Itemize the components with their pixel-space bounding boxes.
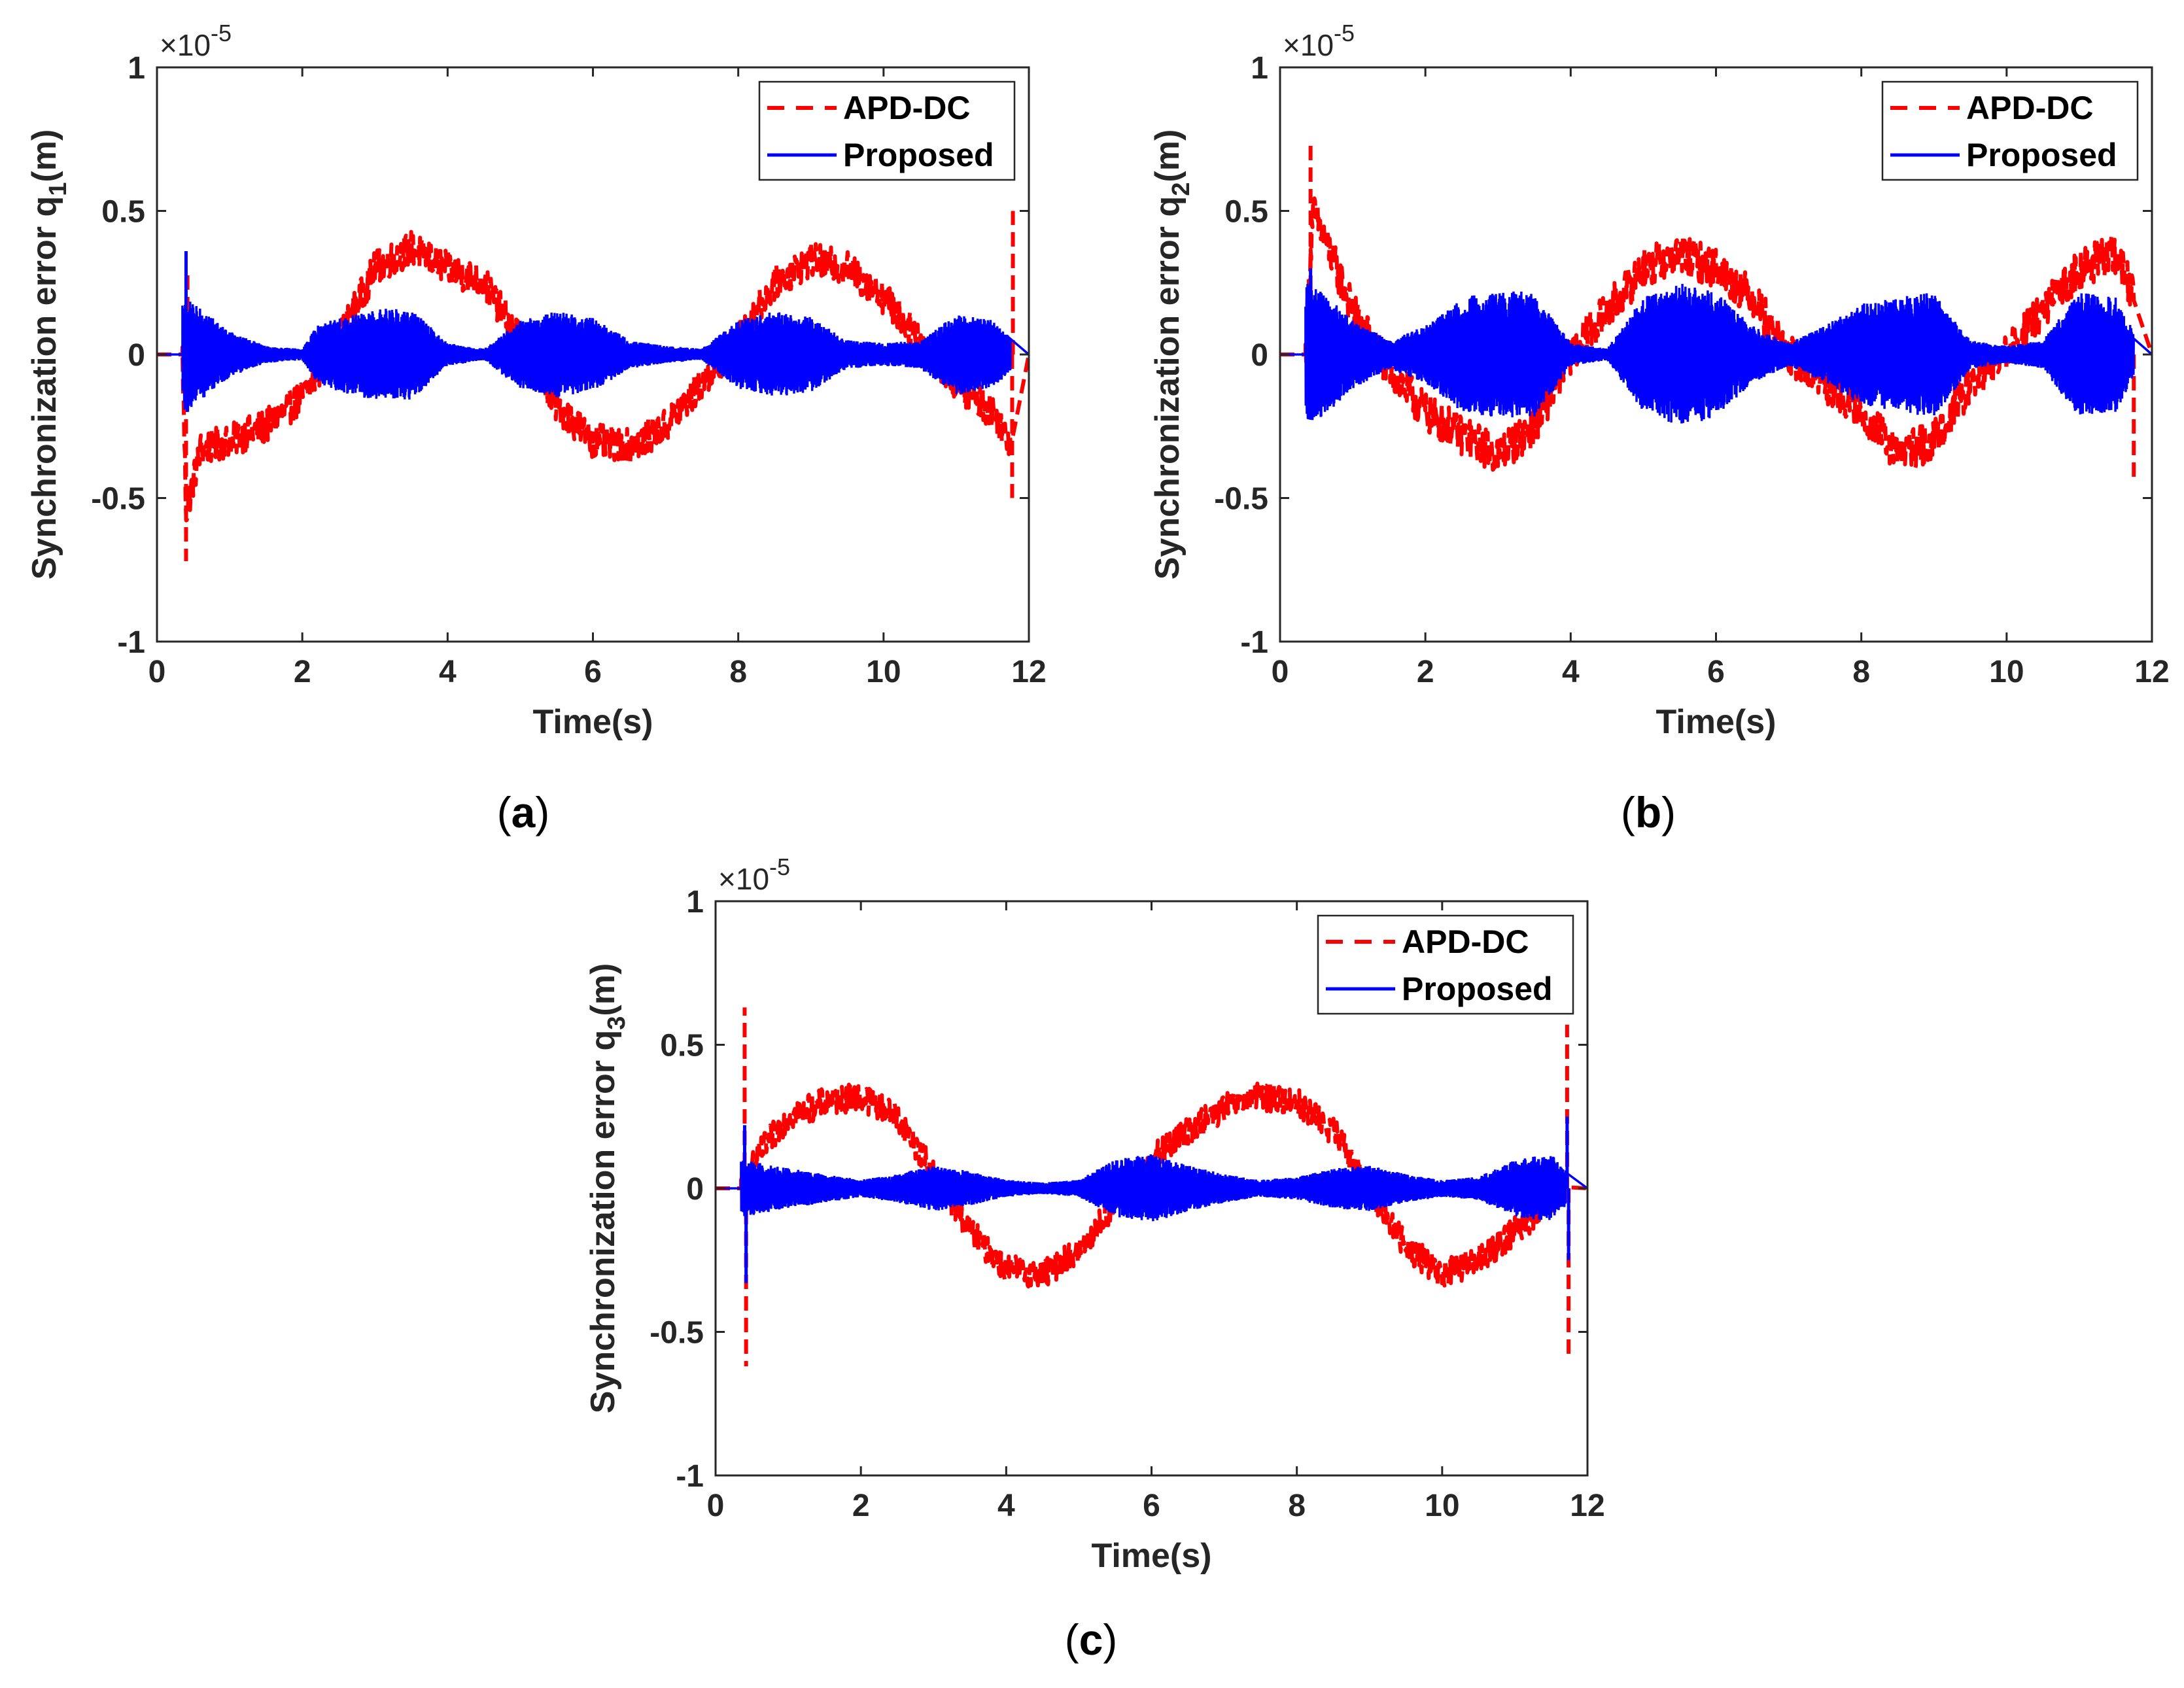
legend-label: APD-DC (1966, 90, 2093, 126)
caption-a-letter: a (511, 788, 536, 836)
y-exponent-label: ×10-5 (160, 20, 232, 62)
x-tick-label: 12 (2134, 655, 2169, 689)
legend-label: APD-DC (1402, 923, 1529, 960)
y-axis-label: Synchronization error q2(m) (1149, 129, 1195, 580)
plot-data (157, 211, 1029, 562)
legend-label: APD-DC (843, 90, 970, 126)
x-tick-label: 0 (707, 1489, 725, 1523)
x-tick-label: 10 (1989, 655, 2024, 689)
x-axis-label: Time(s) (1656, 703, 1777, 741)
x-axis-label: Time(s) (533, 703, 653, 741)
y-axis-label: Synchronization error q3(m) (584, 963, 631, 1414)
x-tick-label: 2 (294, 655, 311, 689)
y-tick-label: 0.5 (660, 1029, 704, 1063)
y-tick-label: 0.5 (101, 195, 145, 230)
x-tick-label: 8 (1852, 655, 1870, 689)
y-tick-label: 0 (1251, 338, 1268, 373)
legend-label: Proposed (1966, 137, 2117, 173)
x-tick-label: 8 (729, 655, 747, 689)
svg-text:(b): (b) (1621, 788, 1676, 836)
x-tick-label: 0 (148, 655, 166, 689)
caption-c-letter: c (1079, 1615, 1103, 1664)
caption-b: (b) (1621, 788, 1676, 836)
y-tick-label: -0.5 (91, 482, 145, 517)
legend: APD-DC Proposed (1317, 914, 1574, 1015)
y-tick-label: 0.5 (1224, 195, 1268, 230)
x-tick-label: 8 (1288, 1489, 1306, 1523)
y-tick-label: -0.5 (1214, 482, 1268, 517)
y-tick-label: 0 (686, 1172, 704, 1207)
y-tick-label: 0 (128, 338, 145, 373)
y-tick-label: -1 (1240, 625, 1268, 660)
y-tick-label: 1 (1251, 51, 1268, 86)
y-exponent-label: ×10-5 (718, 853, 790, 896)
x-tick-label: 2 (1417, 655, 1434, 689)
svg-text:(c): (c) (1065, 1615, 1118, 1664)
x-tick-label: 4 (439, 655, 457, 689)
x-tick-label: 2 (852, 1489, 870, 1523)
legend-box (1317, 914, 1574, 1015)
y-tick-label: 1 (128, 51, 145, 86)
x-tick-label: 4 (1562, 655, 1580, 689)
y-axis-label: Synchronization error q1(m) (26, 129, 72, 580)
legend-box (758, 80, 1016, 181)
series-proposed-line (157, 301, 1029, 410)
chart-panel-b: 0 2 4 6 8 10 12 -1 -0.5 0 0.5 1 ×10-5 Time(s) Synchron… (1149, 20, 2170, 741)
x-tick-label: 6 (1707, 655, 1725, 689)
y-tick-label: -1 (676, 1459, 704, 1494)
legend: APD-DC Proposed (1881, 80, 2139, 181)
legend: APD-DC Proposed (758, 80, 1016, 181)
x-tick-label: 4 (997, 1489, 1015, 1523)
caption-b-letter: b (1635, 788, 1661, 836)
plot-data (1280, 145, 2152, 484)
caption-c: (c) (1065, 1615, 1118, 1664)
plot-data (716, 1007, 1587, 1367)
y-tick-label: -1 (117, 625, 145, 660)
x-tick-label: 10 (1425, 1489, 1459, 1523)
x-tick-label: 10 (866, 655, 901, 689)
y-tick-label: -0.5 (650, 1316, 704, 1351)
x-tick-label: 6 (1143, 1489, 1160, 1523)
chart-panel-c: 0 2 4 6 8 10 12 -1 -0.5 0 0.5 1 ×10-5 Time(s) Synchron… (584, 853, 1605, 1575)
x-tick-label: 6 (584, 655, 602, 689)
legend-box (1881, 80, 2139, 181)
chart-panel-a: 0 2 4 6 8 10 12 -1 -0.5 0 0.5 1 ×10-5 Time(s) Synchron… (26, 20, 1047, 741)
series-proposed-line (716, 1154, 1587, 1222)
legend-label: Proposed (1402, 971, 1553, 1007)
series-proposed-line (1280, 284, 2152, 424)
x-tick-label: 12 (1570, 1489, 1604, 1523)
y-tick-label: 1 (686, 885, 704, 920)
y-exponent-label: ×10-5 (1283, 20, 1355, 62)
caption-a: (a) (497, 788, 550, 836)
svg-text:(a): (a) (497, 788, 550, 836)
legend-label: Proposed (843, 137, 994, 173)
x-axis-label: Time(s) (1092, 1537, 1212, 1575)
x-tick-label: 0 (1272, 655, 1289, 689)
x-tick-label: 12 (1011, 655, 1046, 689)
